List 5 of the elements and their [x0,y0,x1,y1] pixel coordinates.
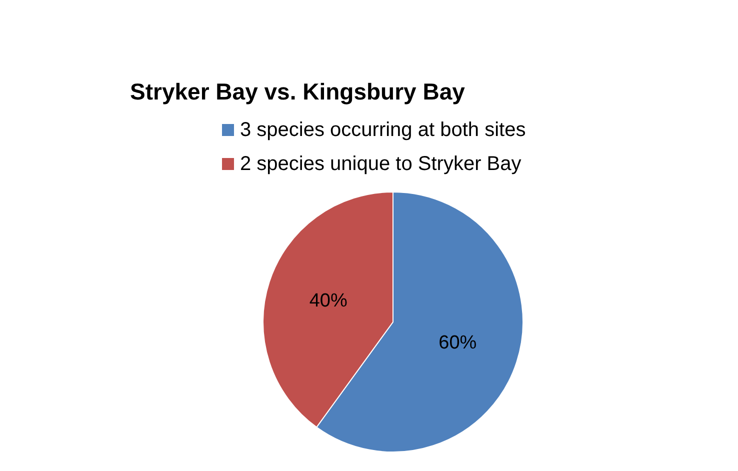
data-label: 60% [438,332,477,354]
legend-label: 3 species occurring at both sites [240,119,526,141]
data-label: 40% [309,290,348,312]
legend-label: 2 species unique to Stryker Bay [240,153,522,175]
chart-title: Stryker Bay vs. Kingsbury Bay [130,78,466,104]
